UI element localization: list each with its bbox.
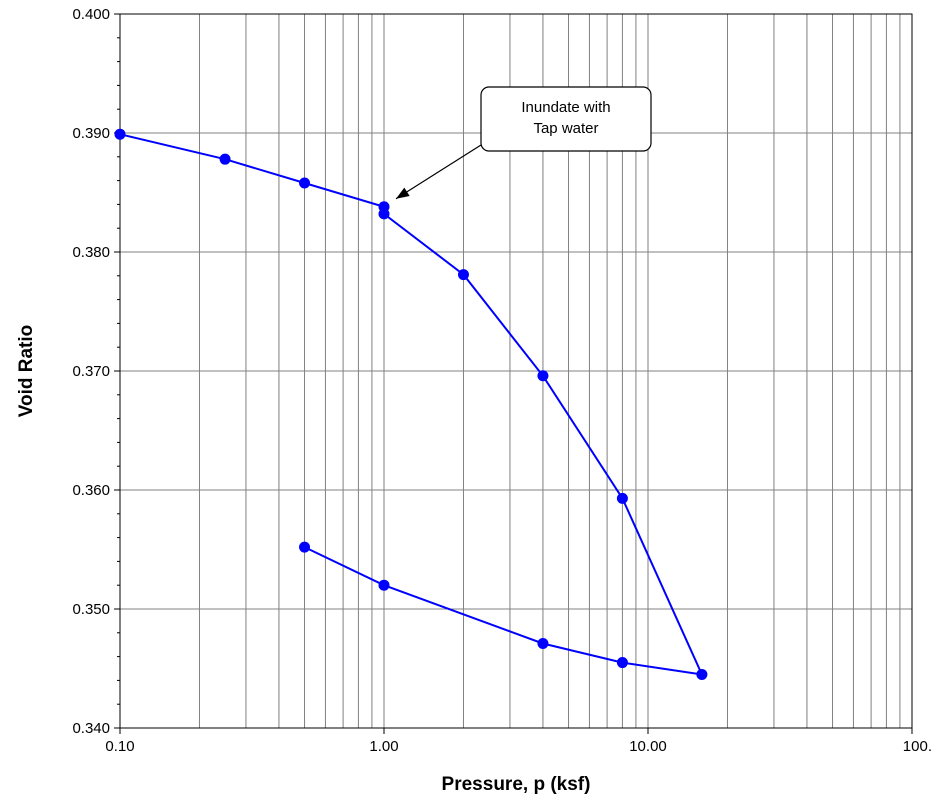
x-tick-label: 100. (903, 738, 932, 755)
annotation: Inundate with Tap water (395, 86, 652, 200)
x-axis-title: Pressure, p (ksf) (442, 774, 591, 795)
x-tick-label: 10.00 (629, 738, 667, 755)
data-point (616, 492, 628, 504)
y-axis-title: Void Ratio (16, 325, 37, 418)
series (114, 128, 708, 680)
annotation-text: Tap water (533, 120, 598, 137)
annotation-box (480, 86, 652, 152)
annotation-text: Inundate with (521, 99, 610, 116)
data-point (537, 638, 549, 650)
y-tick-label: 0.380 (72, 244, 110, 261)
y-tick-label: 0.340 (72, 720, 110, 737)
data-point (219, 153, 231, 165)
y-tick-label: 0.370 (72, 363, 110, 380)
data-point (378, 579, 390, 591)
annotation-arrowhead (396, 187, 410, 199)
data-point (378, 208, 390, 220)
data-point (299, 541, 311, 553)
data-point (299, 177, 311, 189)
data-point (457, 269, 469, 281)
y-tick-label: 0.350 (72, 601, 110, 618)
annotation-arrow (395, 144, 482, 200)
x-tick-label: 1.00 (369, 738, 398, 755)
y-tick-label: 0.400 (72, 6, 110, 23)
data-point (696, 668, 708, 680)
y-tick-label: 0.360 (72, 482, 110, 499)
x-tick-label: 0.10 (105, 738, 134, 755)
axis-ticks: 0.340 0.350 0.360 0.370 0.380 0.390 0.400 0.10 1… (72, 6, 932, 755)
data-point (616, 657, 628, 669)
series-line (119, 133, 704, 676)
data-point (114, 128, 126, 140)
y-tick-label: 0.390 (72, 125, 110, 142)
data-point (537, 370, 549, 382)
